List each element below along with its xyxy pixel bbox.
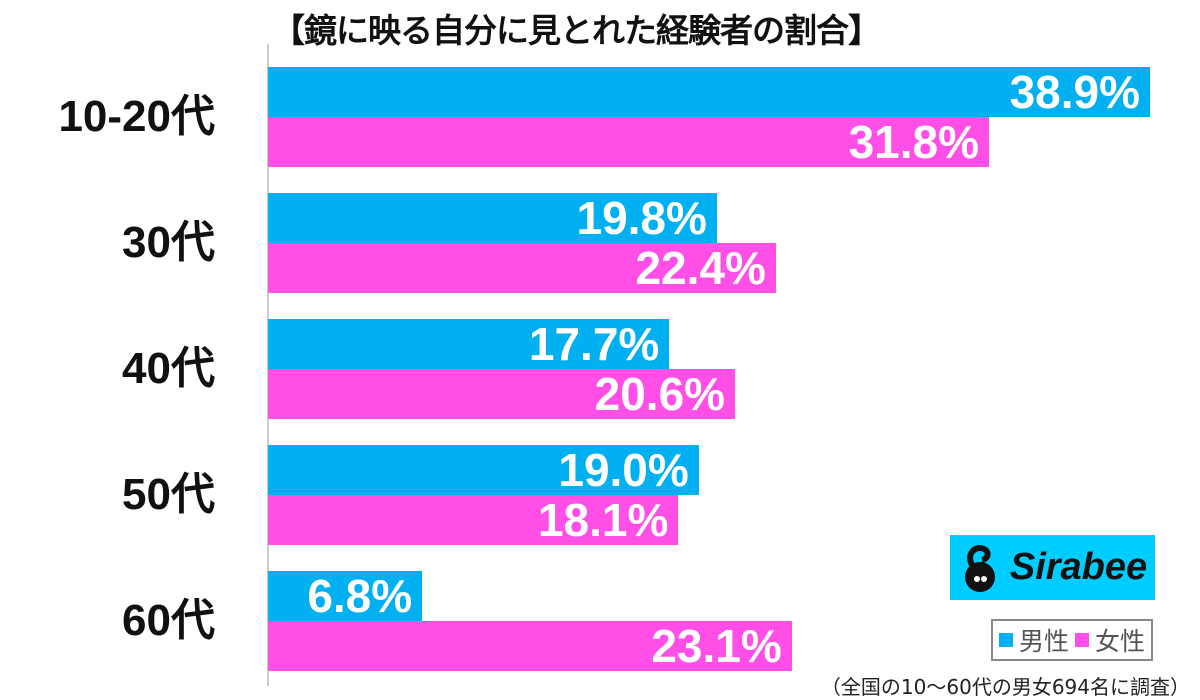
data-label: 22.4% xyxy=(635,242,766,294)
data-label: 18.1% xyxy=(537,494,669,546)
category-label: 10-20代 xyxy=(58,92,215,141)
chart-title: 【鏡に映る自分に見とれた経験者の割合】 xyxy=(272,11,881,50)
legend-swatch-male xyxy=(998,633,1013,647)
legend-label-female: 女性 xyxy=(1095,627,1146,656)
category-label: 30代 xyxy=(122,218,215,267)
data-label: 19.0% xyxy=(558,444,689,496)
category-label: 50代 xyxy=(122,470,215,519)
male-bar xyxy=(268,571,423,621)
male-bar xyxy=(268,445,699,495)
male-bar xyxy=(268,67,1150,117)
male-bar xyxy=(268,319,670,369)
data-label: 23.1% xyxy=(651,620,782,672)
category-label: 60代 xyxy=(122,596,215,645)
data-label: 19.8% xyxy=(576,192,707,244)
female-bar xyxy=(268,117,990,167)
female-bar xyxy=(268,621,792,671)
legend: 男性 女性 xyxy=(991,619,1153,661)
data-label: 31.8% xyxy=(848,116,980,168)
female-bar xyxy=(268,495,679,545)
data-label: 6.8% xyxy=(307,570,413,622)
female-bar xyxy=(268,243,776,293)
data-label: 38.9% xyxy=(1009,66,1140,118)
category-label: 40代 xyxy=(122,344,215,393)
sirabee-logo: Sirabee xyxy=(950,535,1155,600)
legend-swatch-female xyxy=(1075,633,1089,647)
data-label: 20.6% xyxy=(594,368,726,420)
logo-text: Sirabee xyxy=(1009,546,1148,588)
male-bar xyxy=(268,193,717,243)
survey-note: （全国の10〜60代の男女694名に調査） xyxy=(820,675,1190,699)
female-bar xyxy=(268,369,736,419)
data-label: 17.7% xyxy=(528,318,660,370)
legend-label-male: 男性 xyxy=(1018,627,1069,656)
sirabee-mascot-icon xyxy=(964,544,995,592)
